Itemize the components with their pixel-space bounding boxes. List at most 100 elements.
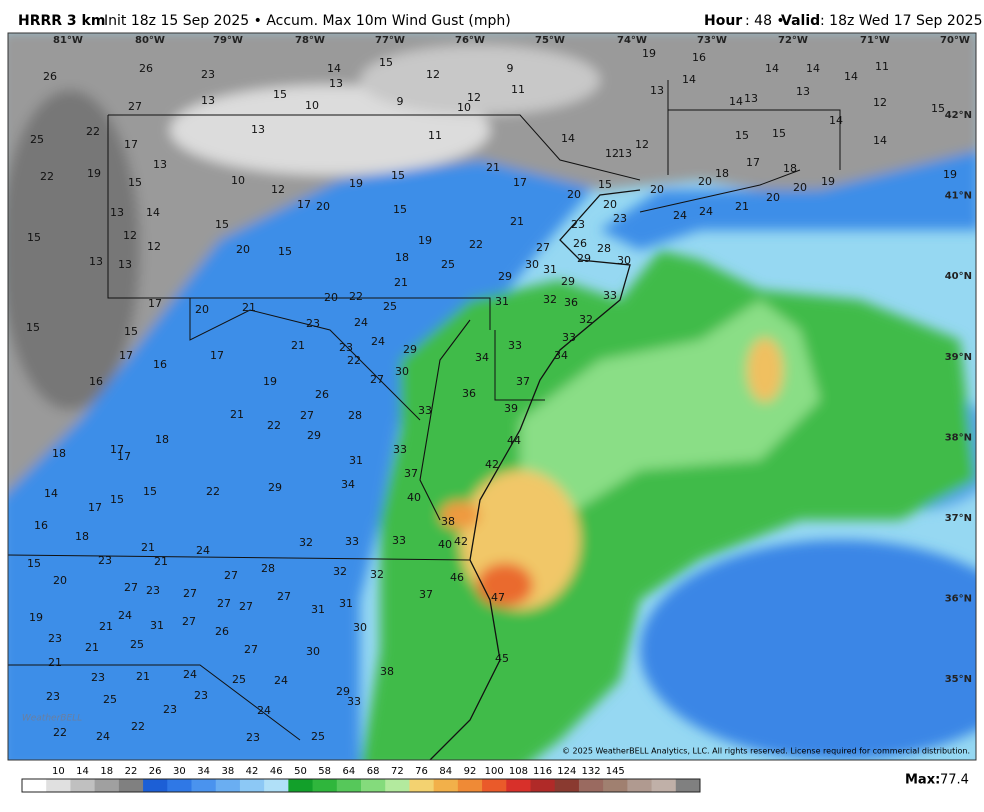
- station-value: 23: [613, 212, 627, 225]
- colorbar-tick-label: 68: [367, 766, 380, 777]
- station-value: 13: [89, 255, 103, 268]
- station-value: 16: [34, 519, 48, 532]
- colorbar-tick-label: 58: [318, 766, 331, 777]
- station-value: 17: [119, 349, 133, 362]
- colorbar-swatch: [603, 779, 628, 792]
- model: HRRR 3 km: [18, 13, 105, 29]
- station-value: 23: [46, 690, 60, 703]
- station-value: 17: [513, 176, 527, 189]
- station-value: 27: [128, 100, 142, 113]
- station-value: 14: [44, 487, 58, 500]
- station-value: 23: [306, 317, 320, 330]
- station-value: 21: [154, 555, 168, 568]
- station-value: 18: [155, 433, 169, 446]
- colorbar-swatch: [385, 779, 410, 792]
- longitude-label: 71°W: [860, 35, 890, 46]
- colorbar-tick-label: 18: [100, 766, 113, 777]
- station-value: 23: [339, 341, 353, 354]
- station-value: 23: [163, 703, 177, 716]
- station-value: 22: [131, 720, 145, 733]
- station-value: 15: [598, 178, 612, 191]
- latitude-label: 37°N: [945, 513, 972, 524]
- station-value: 20: [766, 191, 780, 204]
- station-value: 13: [796, 85, 810, 98]
- station-value: 14: [561, 132, 575, 145]
- station-value: 33: [603, 289, 617, 302]
- station-value: 25: [30, 133, 44, 146]
- station-value: 24: [196, 544, 210, 557]
- station-value: 21: [291, 339, 305, 352]
- colorbar-tick-label: 50: [294, 766, 307, 777]
- station-value: 42: [454, 535, 468, 548]
- station-value: 15: [393, 203, 407, 216]
- station-value: 22: [267, 419, 281, 432]
- station-value: 26: [573, 237, 587, 250]
- valid-text: : 18z Wed 17 Sep 2025: [820, 13, 982, 29]
- colorbar-tick-label: 64: [343, 766, 356, 777]
- hour-text: : 48 •: [745, 13, 785, 29]
- station-value: 17: [297, 198, 311, 211]
- station-value: 10: [457, 101, 471, 114]
- station-value: 21: [510, 215, 524, 228]
- station-value: 11: [511, 83, 525, 96]
- colorbar-swatch: [288, 779, 314, 792]
- station-value: 20: [53, 574, 67, 587]
- station-value: 11: [875, 60, 889, 73]
- station-value: 31: [339, 597, 353, 610]
- colorbar-swatch: [675, 779, 701, 792]
- station-value: 28: [597, 242, 611, 255]
- station-value: 31: [311, 603, 325, 616]
- station-value: 20: [793, 181, 807, 194]
- longitude-label: 72°W: [778, 35, 808, 46]
- station-value: 23: [571, 218, 585, 231]
- station-value: 13: [618, 147, 632, 160]
- latitude-label: 36°N: [945, 594, 972, 605]
- station-value: 11: [428, 129, 442, 142]
- station-value: 15: [391, 169, 405, 182]
- station-value: 19: [263, 375, 277, 388]
- station-value: 23: [91, 671, 105, 684]
- station-value: 33: [392, 534, 406, 547]
- station-value: 19: [29, 611, 43, 624]
- colorbar-tick-label: 42: [246, 766, 259, 777]
- colorbar-frame: [21, 778, 701, 793]
- station-value: 15: [931, 102, 945, 115]
- colorbar-swatch: [433, 779, 459, 792]
- station-value: 15: [143, 485, 157, 498]
- station-value: 21: [486, 161, 500, 174]
- station-value: 20: [603, 198, 617, 211]
- station-value: 19: [821, 175, 835, 188]
- station-value: 23: [146, 584, 160, 597]
- station-value: 26: [215, 625, 229, 638]
- station-value: 15: [735, 129, 749, 142]
- station-value: 21: [85, 641, 99, 654]
- station-value: 14: [844, 70, 858, 83]
- station-value: 12: [271, 183, 285, 196]
- station-value: 27: [300, 409, 314, 422]
- station-value: 33: [508, 339, 522, 352]
- station-value: 27: [183, 587, 197, 600]
- colorbar-swatch: [336, 779, 362, 792]
- station-value: 32: [579, 313, 593, 326]
- station-value: 14: [729, 95, 743, 108]
- colorbar-swatch: [578, 779, 604, 792]
- station-value: 21: [394, 276, 408, 289]
- colorbar-swatch: [264, 779, 289, 792]
- station-value: 18: [52, 447, 66, 460]
- station-value: 22: [206, 485, 220, 498]
- colorbar-swatch: [506, 779, 531, 792]
- colorbar-swatch: [554, 779, 580, 792]
- station-value: 24: [183, 668, 197, 681]
- station-value: 12: [467, 91, 481, 104]
- longitude-label: 78°W: [295, 35, 325, 46]
- station-value: 12: [426, 68, 440, 81]
- station-value: 22: [53, 726, 67, 739]
- station-value: 21: [99, 620, 113, 633]
- colorbar-tick-label: 14: [76, 766, 89, 777]
- station-value: 27: [370, 373, 384, 386]
- station-value: 38: [441, 515, 455, 528]
- station-value: 23: [48, 632, 62, 645]
- station-value: 12: [147, 240, 161, 253]
- station-value: 36: [564, 296, 578, 309]
- station-value: 30: [306, 645, 320, 658]
